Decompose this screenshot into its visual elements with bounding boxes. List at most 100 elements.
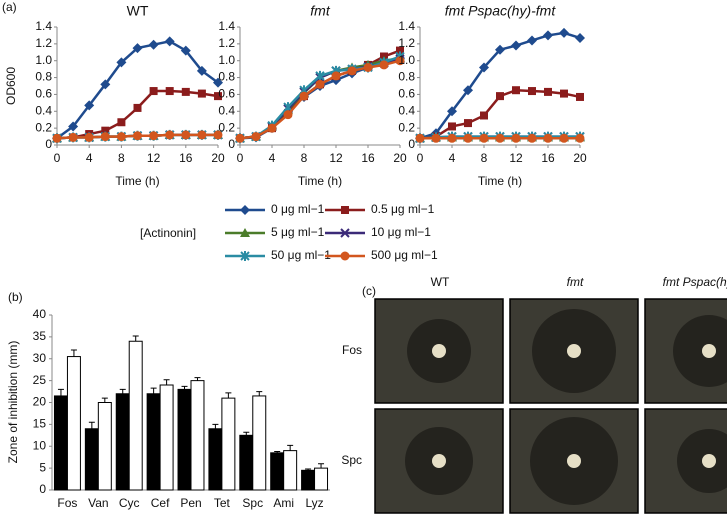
marker xyxy=(576,92,584,101)
legend-marker xyxy=(240,205,250,215)
legend-marker xyxy=(340,228,350,238)
y-tick-label: 1.0 xyxy=(35,53,52,67)
marker xyxy=(181,130,191,140)
legend-marker xyxy=(240,251,250,261)
bar xyxy=(115,393,130,491)
error-bar xyxy=(150,387,157,394)
x-tick-label: 0 xyxy=(417,151,424,165)
antibiotic-disk xyxy=(702,344,716,358)
marker xyxy=(448,122,456,131)
error-bar xyxy=(225,392,232,399)
legend-marker xyxy=(340,251,350,261)
x-tick-label: Lyz xyxy=(305,496,323,510)
marker xyxy=(251,132,261,142)
marker xyxy=(560,89,568,98)
bar xyxy=(239,434,254,491)
bar xyxy=(314,467,329,491)
marker xyxy=(527,35,537,46)
y-tick-label: 0.4 xyxy=(398,103,415,117)
marker xyxy=(164,36,175,47)
marker xyxy=(117,118,126,127)
y-tick-label: 35 xyxy=(33,329,47,343)
y-tick-label: 0 xyxy=(228,137,235,151)
marker xyxy=(575,133,585,143)
marker xyxy=(396,46,404,55)
y-tick-label: 1.2 xyxy=(398,36,415,50)
marker xyxy=(379,60,389,70)
marker xyxy=(116,57,127,68)
marker xyxy=(165,130,175,140)
marker xyxy=(464,119,472,128)
chart-title: WT xyxy=(127,3,149,19)
bar xyxy=(190,380,205,491)
marker xyxy=(575,32,585,43)
error-bar xyxy=(243,431,250,436)
marker xyxy=(528,87,536,96)
marker xyxy=(463,133,473,143)
marker xyxy=(496,92,504,101)
error-bar xyxy=(212,423,219,429)
marker xyxy=(363,62,373,72)
marker xyxy=(495,133,505,143)
series-line xyxy=(239,56,401,140)
marker xyxy=(196,65,207,76)
marker xyxy=(197,89,206,98)
bar xyxy=(66,356,81,491)
legend-marker xyxy=(240,228,250,237)
x-tick-label: 8 xyxy=(481,151,488,165)
y-tick-label: 0.6 xyxy=(398,87,415,101)
y-tick-label: 0 xyxy=(39,482,46,496)
legend-label: 0 μg ml−1 xyxy=(271,202,325,216)
y-tick-label: 5 xyxy=(39,460,46,474)
marker xyxy=(165,87,174,96)
marker xyxy=(181,87,190,96)
error-bar xyxy=(101,397,108,403)
x-tick-label: Ami xyxy=(273,496,294,510)
x-tick-label: Cef xyxy=(151,496,170,510)
x-tick-label: 20 xyxy=(573,151,587,165)
error-bar xyxy=(318,463,325,469)
y-tick-label: 0.8 xyxy=(398,70,415,84)
series-line xyxy=(239,55,401,140)
bar xyxy=(97,402,112,491)
column-label: fmt Pspac(hy)-fmt xyxy=(663,275,727,289)
x-axis-label: Time (h) xyxy=(478,174,522,188)
marker xyxy=(512,86,520,95)
error-bar xyxy=(287,444,294,451)
marker xyxy=(331,71,341,81)
y-tick-label: 0.8 xyxy=(218,70,235,84)
inhibition-zone xyxy=(673,315,727,387)
y-tick-label: 0 xyxy=(45,137,52,151)
series-line xyxy=(56,40,219,140)
antibiotic-disk xyxy=(702,454,716,468)
y-tick-label: 0.2 xyxy=(35,120,52,134)
marker xyxy=(148,39,159,50)
row-label: Fos xyxy=(342,343,362,357)
x-tick-label: 0 xyxy=(237,151,244,165)
y-tick-label: 1.4 xyxy=(398,19,415,33)
y-tick-label: 1.4 xyxy=(35,19,52,33)
bar xyxy=(252,395,267,491)
marker xyxy=(52,133,62,143)
antibiotic-disk xyxy=(567,454,581,468)
y-tick-label: 0.4 xyxy=(218,103,235,117)
x-tick-label: Fos xyxy=(57,496,77,510)
marker xyxy=(543,133,553,143)
marker xyxy=(495,44,505,55)
marker xyxy=(84,100,95,111)
marker xyxy=(267,123,277,133)
marker xyxy=(100,132,110,142)
marker xyxy=(395,56,405,66)
marker xyxy=(149,131,159,141)
marker xyxy=(116,132,126,142)
marker xyxy=(214,92,222,101)
marker xyxy=(559,27,569,38)
antibiotic-disk xyxy=(567,344,581,358)
x-tick-label: 20 xyxy=(211,151,225,165)
x-tick-label: Tet xyxy=(214,496,231,510)
x-axis-label: Time (h) xyxy=(298,174,342,188)
y-axis-label: OD600 xyxy=(4,67,18,105)
marker xyxy=(283,110,293,120)
y-tick-label: 1.2 xyxy=(218,36,235,50)
